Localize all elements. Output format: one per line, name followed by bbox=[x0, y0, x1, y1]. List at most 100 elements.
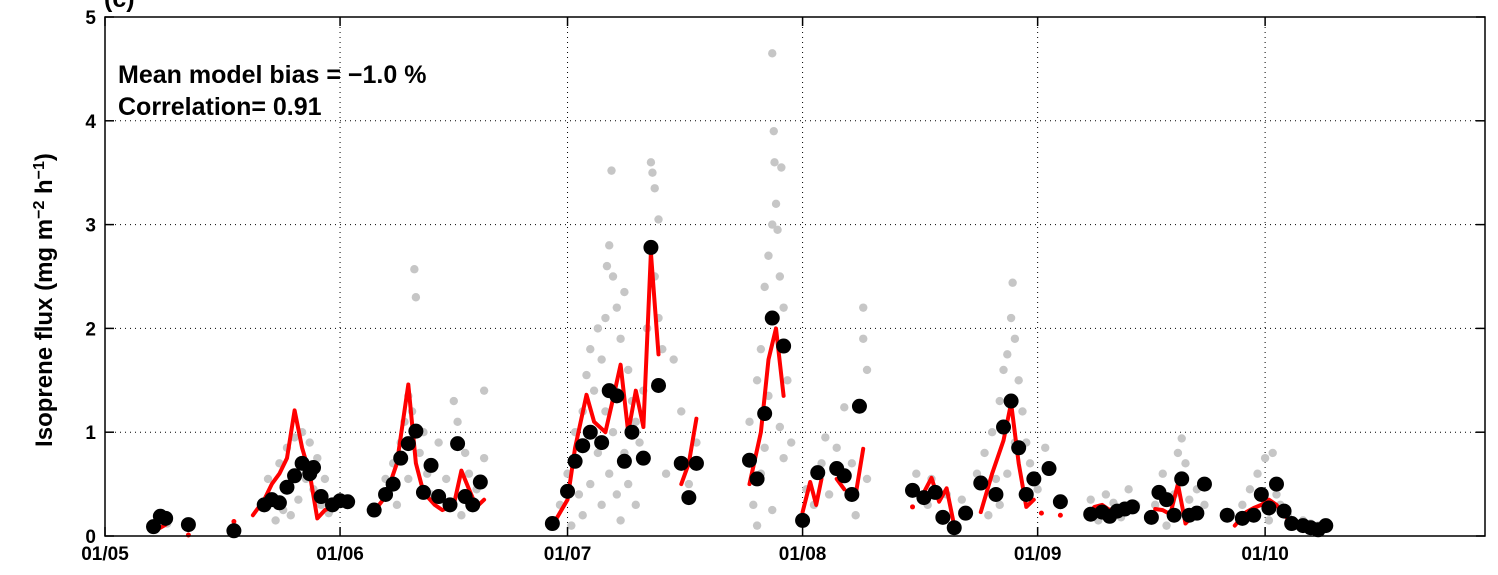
halfhourly-point bbox=[775, 422, 785, 432]
halfhourly-point bbox=[582, 370, 591, 380]
daily-mean-point bbox=[1124, 499, 1140, 515]
x-tick-label: 01/08 bbox=[779, 544, 827, 565]
halfhourly-point bbox=[605, 241, 614, 250]
model-point bbox=[231, 518, 237, 524]
halfhourly-point bbox=[320, 474, 330, 484]
daily-mean-point bbox=[609, 388, 625, 404]
halfhourly-point bbox=[597, 355, 606, 364]
axis-ticks: 0 1 2 3 4 5 01/05 01/06 01/07 01/08 01/09 01/10 bbox=[81, 8, 1485, 565]
halfhourly-point bbox=[574, 490, 584, 499]
daily-mean-point bbox=[567, 453, 583, 469]
daily-mean-point bbox=[681, 490, 697, 506]
daily-mean-point bbox=[294, 455, 310, 471]
daily-mean-point bbox=[1276, 503, 1292, 519]
halfhourly-point bbox=[479, 453, 489, 463]
daily-mean-point bbox=[279, 479, 295, 495]
daily-mean-point bbox=[1159, 492, 1175, 508]
model-line-segment bbox=[800, 476, 824, 515]
daily-mean-point bbox=[916, 490, 932, 506]
model-line-segment bbox=[853, 446, 866, 497]
daily-mean-point bbox=[1196, 476, 1212, 492]
daily-mean-point bbox=[1189, 505, 1205, 521]
y-tick-label: 4 bbox=[85, 112, 96, 133]
halfhourly-point bbox=[586, 479, 595, 489]
halfhourly-point bbox=[991, 474, 1001, 484]
halfhourly-point bbox=[764, 251, 773, 260]
halfhourly-point bbox=[457, 511, 466, 520]
halfhourly-point bbox=[442, 474, 451, 484]
grid-lines bbox=[105, 17, 1485, 536]
halfhourly-point bbox=[597, 500, 606, 510]
daily-mean-point bbox=[1003, 393, 1019, 409]
x-tick-label: 01/05 bbox=[81, 544, 129, 565]
daily-mean-point bbox=[180, 517, 196, 533]
halfhourly-point bbox=[760, 282, 769, 292]
y-axis-label: Isoprene flux (mg m−2 h−1) bbox=[31, 153, 59, 447]
daily-mean-point bbox=[1174, 471, 1190, 487]
halfhourly-point bbox=[1245, 485, 1255, 494]
model-line-segment bbox=[250, 408, 343, 521]
halfhourly-point bbox=[859, 334, 868, 343]
halfhourly-point bbox=[1003, 350, 1012, 359]
daily-mean-point bbox=[313, 489, 329, 505]
halfhourly-point bbox=[620, 287, 629, 297]
daily-mean-point bbox=[385, 476, 401, 492]
halfhourly-point bbox=[404, 474, 413, 484]
halfhourly-point bbox=[779, 453, 788, 463]
halfhourly-point bbox=[912, 469, 921, 478]
halfhourly-point bbox=[608, 428, 618, 437]
halfhourly-point bbox=[770, 158, 779, 167]
halfhourly-point bbox=[1010, 334, 1020, 343]
halfhourly-point bbox=[1200, 500, 1209, 510]
halfhourly-point bbox=[479, 386, 489, 395]
halfhourly-point bbox=[1006, 313, 1016, 323]
daily-mean-point bbox=[935, 509, 951, 525]
halfhourly-point bbox=[1173, 448, 1183, 458]
daily-mean-point bbox=[1166, 507, 1182, 523]
halfhourly-point bbox=[1260, 453, 1270, 463]
daily-mean-point bbox=[742, 452, 758, 468]
halfhourly-point bbox=[464, 469, 474, 478]
halfhourly-point bbox=[752, 376, 762, 385]
halfhourly-point bbox=[677, 407, 686, 416]
daily-mean-point bbox=[306, 459, 322, 475]
halfhourly-point bbox=[859, 303, 868, 312]
halfhourly-point bbox=[745, 417, 754, 427]
halfhourly-point bbox=[392, 500, 402, 510]
daily-mean-point bbox=[465, 497, 481, 513]
daily-mean-point bbox=[450, 436, 466, 452]
daily-mean-point bbox=[340, 494, 356, 510]
halfhourly-point bbox=[987, 428, 997, 437]
daily-mean-point bbox=[1143, 509, 1159, 525]
daily-mean-point bbox=[1026, 471, 1042, 487]
daily-mean-point bbox=[287, 468, 303, 484]
daily-mean-point bbox=[1268, 476, 1284, 492]
halfhourly-point bbox=[1025, 459, 1035, 468]
halfhourly-point bbox=[616, 334, 625, 343]
daily-mean-point bbox=[927, 484, 943, 500]
daily-mean-point bbox=[1284, 516, 1300, 532]
halfhourly-point bbox=[832, 443, 841, 452]
halfhourly-point bbox=[1185, 495, 1194, 504]
halfhourly-point bbox=[1272, 490, 1281, 499]
daily-mean-point bbox=[1234, 510, 1250, 526]
halfhourly-point bbox=[821, 433, 830, 442]
halfhourly-point bbox=[612, 303, 622, 312]
halfhourly-point bbox=[768, 505, 777, 515]
y-tick-label: 2 bbox=[85, 319, 96, 340]
daily-mean-point bbox=[1253, 486, 1269, 502]
daily-mean-point bbox=[764, 310, 780, 326]
halfhourly-point bbox=[623, 479, 633, 489]
halfhourly-point bbox=[612, 490, 622, 499]
daily-mean-point bbox=[844, 486, 860, 502]
halfhourly-point bbox=[779, 303, 788, 312]
halfhourly-point bbox=[602, 261, 612, 271]
daily-mean-point bbox=[271, 495, 287, 511]
daily-mean-point bbox=[836, 468, 852, 484]
daily-mean-point bbox=[795, 512, 811, 528]
y-axis-label-sup2: −1 bbox=[31, 161, 48, 179]
halfhourly-point bbox=[862, 474, 872, 484]
model-line-segment bbox=[921, 475, 957, 528]
model-point bbox=[1057, 512, 1063, 518]
daily-mean-point bbox=[643, 239, 659, 255]
